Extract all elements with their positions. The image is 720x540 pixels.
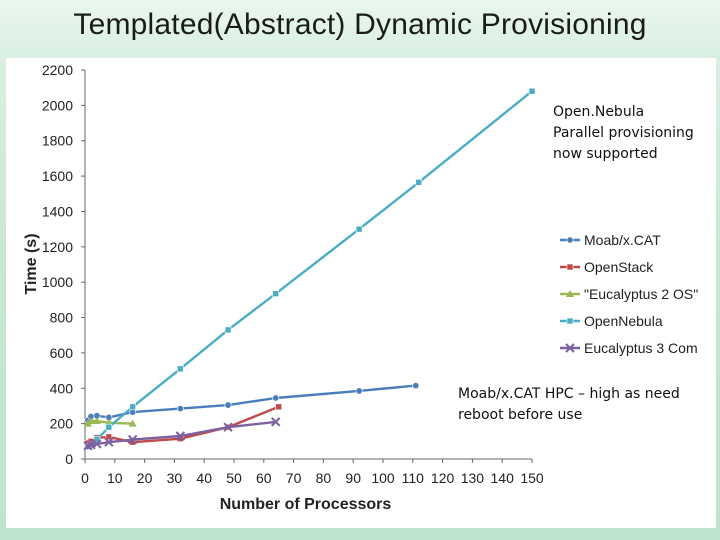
annotation-line: Parallel provisioning	[553, 125, 694, 141]
y-tick-label: 800	[50, 310, 74, 326]
x-tick-label: 80	[316, 470, 332, 486]
x-axis-title: Number of Processors	[220, 496, 392, 513]
series-4-point-stroke-b	[175, 431, 186, 441]
x-tick-label: 30	[167, 470, 183, 486]
annotation-line: Moab/x.CAT HPC – high as need	[458, 386, 680, 402]
legend-label: OpenStack	[584, 259, 654, 275]
slide-title: Templated(Abstract) Dynamic Provisioning	[73, 8, 647, 41]
y-tick-label: 600	[50, 345, 74, 361]
series-4-point	[175, 431, 186, 441]
series-4-point-stroke-b	[86, 440, 96, 450]
legend-swatch-marker-stroke-b	[565, 343, 575, 353]
legend-label: Moab/x.CAT	[584, 232, 661, 248]
series-2-point	[128, 419, 137, 427]
x-tick-label: 120	[431, 470, 455, 486]
legend-label: Eucalyptus 3 Com	[584, 340, 698, 356]
series-4-point-stroke-b	[104, 437, 114, 447]
y-tick-label: 400	[50, 380, 74, 396]
x-tick-label: 60	[256, 470, 272, 486]
title-band	[0, 0, 720, 58]
legend-item-4: Eucalyptus 3 Com	[560, 340, 698, 356]
series-4-point-stroke-b	[127, 434, 138, 445]
y-tick-label: 0	[65, 451, 73, 467]
y-tick-label: 1200	[42, 239, 73, 255]
series-3-point	[528, 87, 536, 95]
legend-swatch-marker	[566, 317, 574, 325]
legend-swatch-marker	[565, 343, 575, 353]
x-tick-label: 20	[137, 470, 153, 486]
x-tick-label: 90	[345, 470, 361, 486]
series-2-point	[86, 416, 95, 424]
series-4-point-stroke-b	[92, 439, 102, 449]
legend-label: OpenNebula	[584, 313, 663, 329]
legend-swatch-marker	[566, 236, 574, 244]
legend: Moab/x.CAT OpenStack "Eucalyptus 2 OS" Open…	[560, 232, 698, 356]
legend-item-1: OpenStack	[560, 259, 654, 275]
series-1-point	[105, 433, 113, 441]
series-0-point	[412, 382, 420, 390]
legend-item-0: Moab/x.CAT	[560, 232, 661, 248]
x-tick-label: 40	[196, 470, 212, 486]
series-0-point	[176, 405, 184, 413]
axes: 0200400600800100012001400160018002000220…	[23, 62, 544, 513]
series-3-point	[105, 423, 113, 431]
legend-swatch-marker	[566, 263, 574, 271]
series-3-point	[129, 403, 136, 411]
series-0-point	[224, 401, 232, 409]
series-4-point	[223, 422, 233, 432]
y-axis-title: Time (s)	[23, 233, 40, 294]
series-0-point	[355, 387, 363, 395]
y-tick-label: 2000	[42, 97, 73, 113]
x-tick-label: 130	[461, 470, 485, 486]
annotation-line: reboot before use	[458, 407, 582, 423]
series-3-point	[272, 290, 280, 297]
x-tick-label: 150	[520, 470, 544, 486]
x-tick-label: 0	[81, 470, 89, 486]
series-3-point	[355, 225, 363, 233]
series-4-point-stroke-b	[223, 422, 233, 432]
legend-label: "Eucalyptus 2 OS"	[584, 286, 698, 302]
series-4-point	[127, 434, 138, 445]
y-tick-label: 1600	[42, 168, 73, 184]
chart-panel	[6, 58, 716, 528]
series-4-point-stroke-b	[271, 417, 281, 427]
series-3-point	[415, 178, 423, 186]
series-2-point	[92, 416, 101, 424]
annotation-line: Open.Nebula	[553, 104, 644, 120]
x-tick-label: 50	[226, 470, 242, 486]
legend-item-3: OpenNebula	[560, 313, 663, 329]
annotations: Open.Nebula Parallel provisioning now supp…	[458, 104, 694, 423]
x-tick-label: 100	[371, 470, 395, 486]
x-tick-label: 10	[107, 470, 123, 486]
series-1-point	[275, 403, 283, 411]
x-tick-label: 140	[491, 470, 515, 486]
series-3-point	[93, 436, 101, 443]
legend-swatch-marker	[566, 290, 574, 297]
legend-item-2: "Eucalyptus 2 OS"	[560, 286, 698, 302]
y-tick-label: 200	[50, 416, 74, 432]
series-4-point	[83, 441, 93, 451]
series-4-point	[92, 439, 102, 449]
series-0-point	[272, 394, 280, 402]
x-tick-label: 70	[286, 470, 302, 486]
series-3-point	[224, 326, 232, 334]
series-4-point	[271, 417, 281, 427]
y-tick-label: 2200	[42, 62, 73, 78]
x-tick-label: 110	[402, 470, 425, 486]
series-4-point-stroke-b	[83, 441, 93, 451]
annotation-0: Open.Nebula Parallel provisioning now supp…	[553, 104, 694, 162]
series-4-point	[104, 437, 114, 447]
series-4	[83, 417, 281, 451]
series-3-point	[177, 365, 184, 373]
annotation-1: Moab/x.CAT HPC – high as need reboot befo…	[458, 386, 680, 423]
y-tick-label: 1400	[42, 203, 73, 219]
y-tick-label: 1800	[42, 133, 73, 149]
annotation-line: now supported	[553, 146, 658, 162]
series-layer	[83, 87, 536, 451]
y-tick-label: 1000	[42, 274, 73, 290]
